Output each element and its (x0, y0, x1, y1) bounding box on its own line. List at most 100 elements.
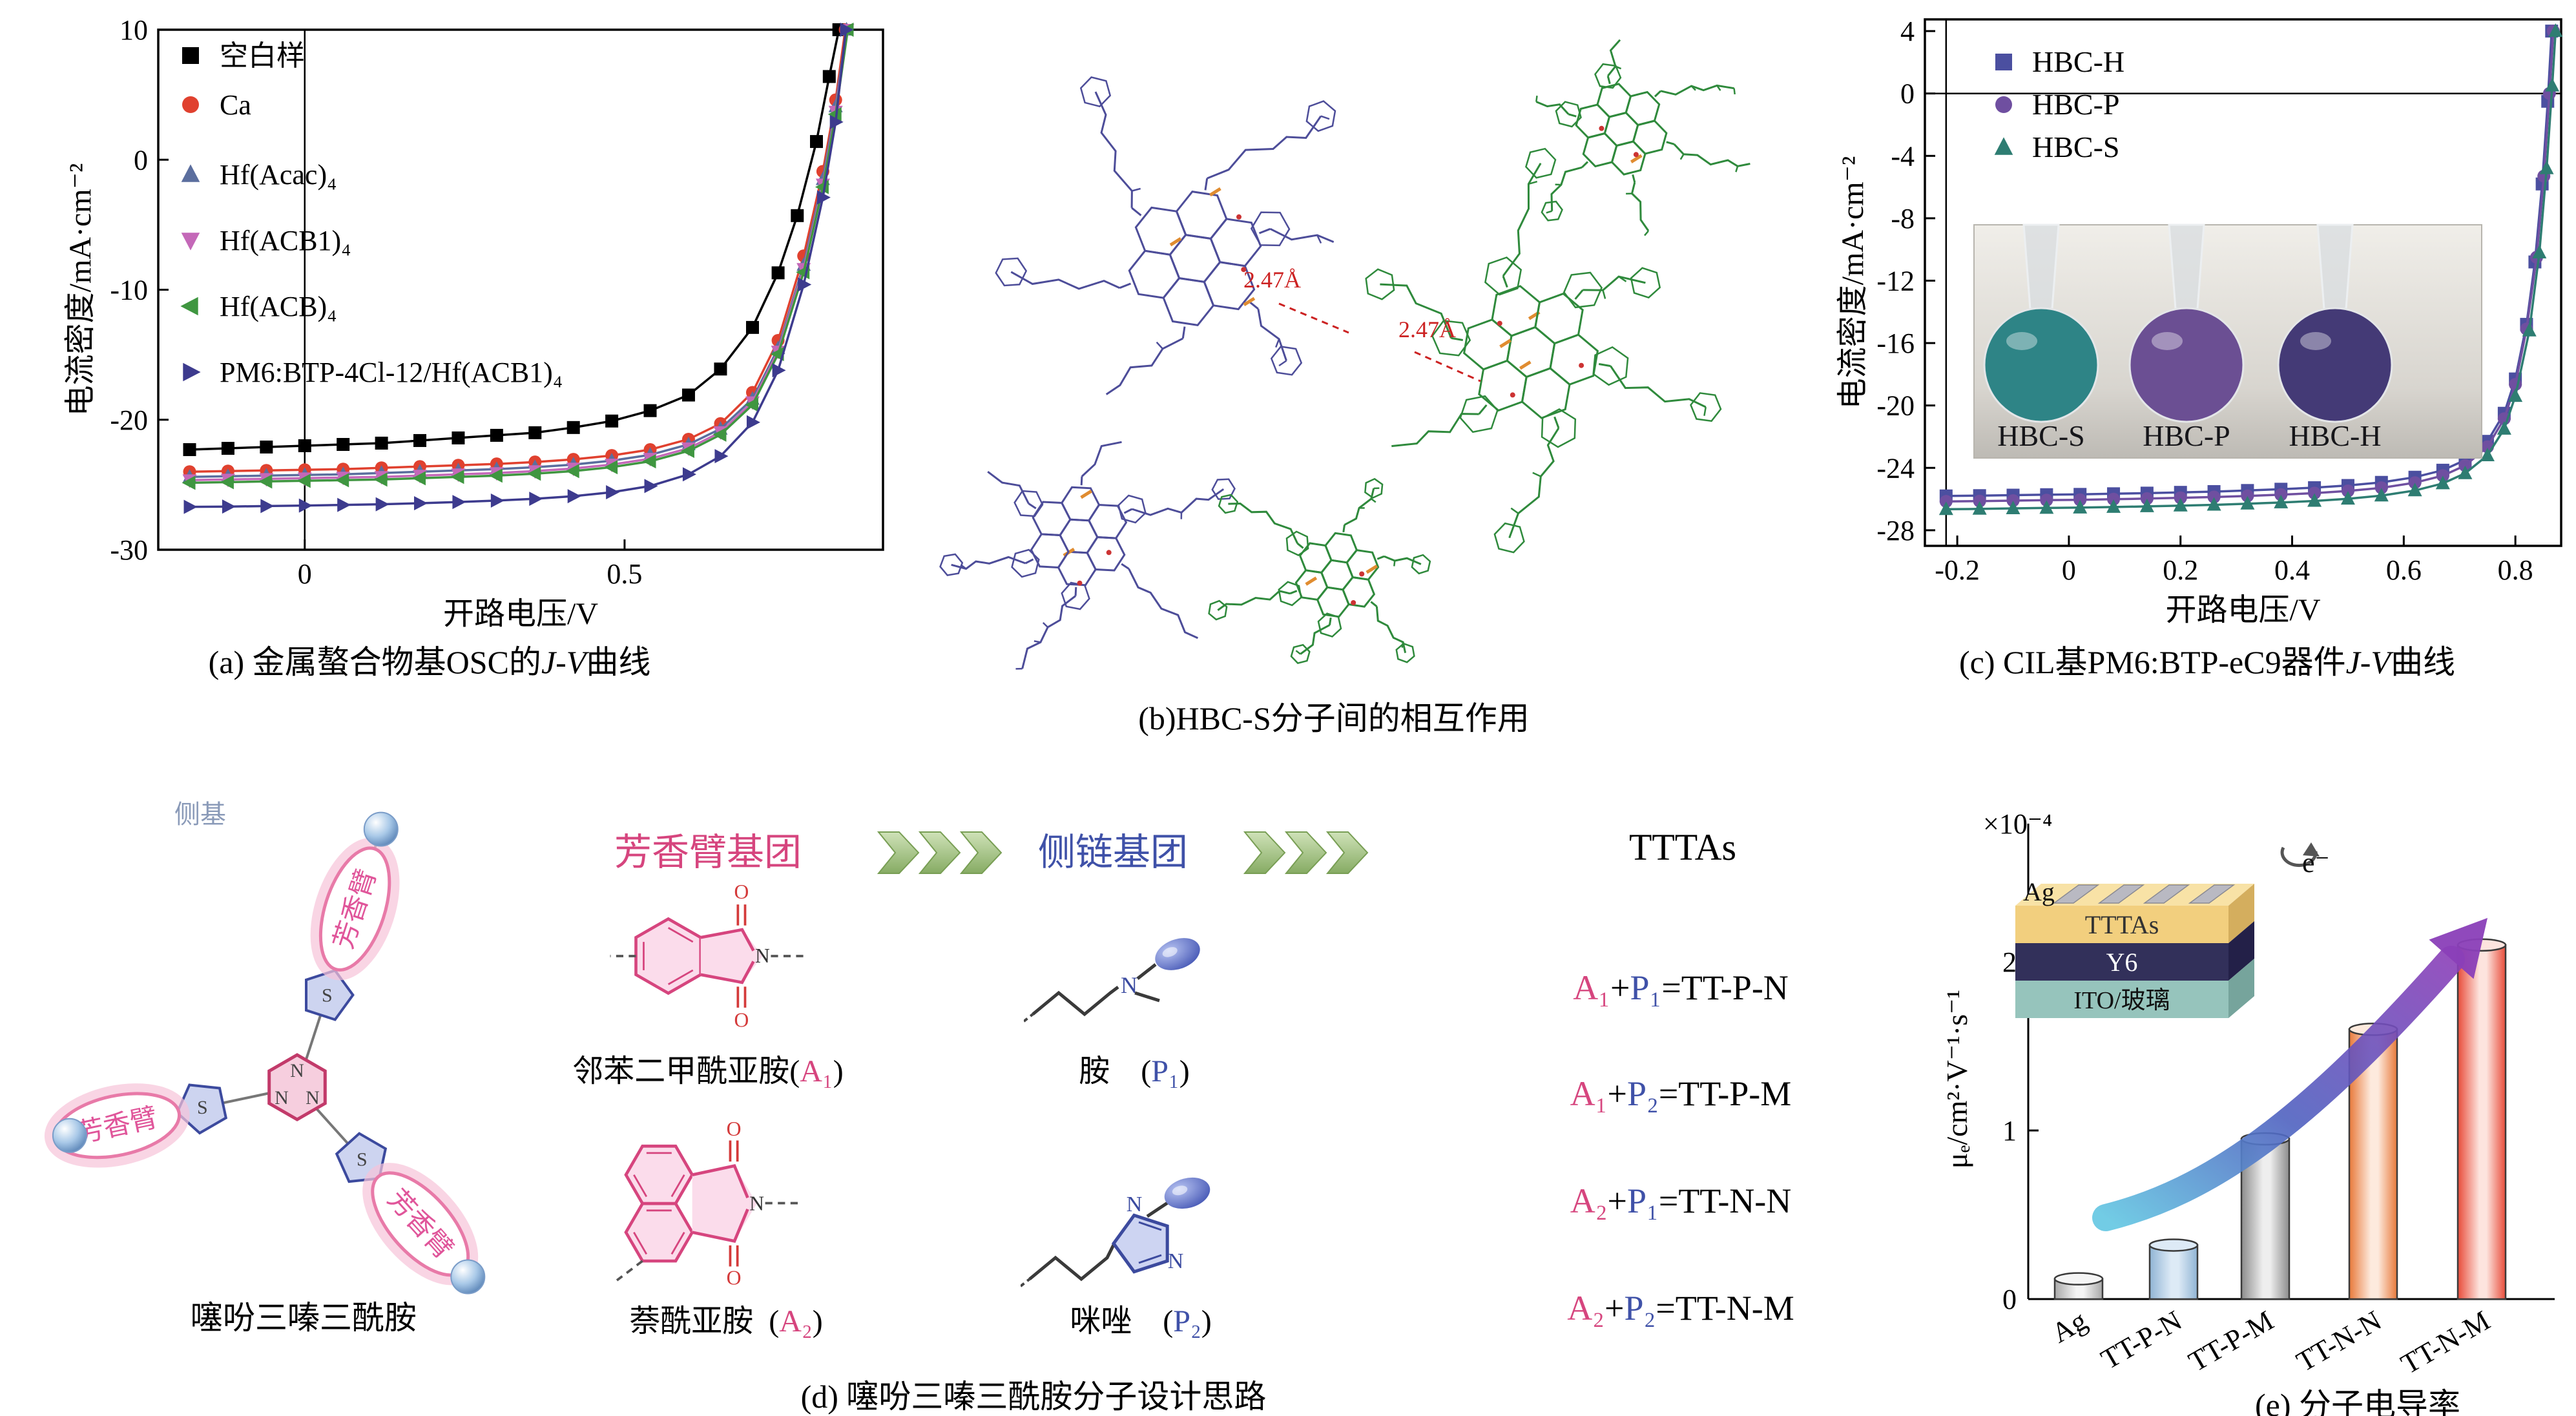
amine-structure: N (1024, 938, 1200, 1023)
label-a2-sym: A₂ (779, 1304, 813, 1338)
formula-4-a: A₂ (1567, 1289, 1605, 1328)
svg-text:N: N (1127, 1192, 1143, 1216)
svg-text:O: O (734, 880, 749, 903)
svg-text:1: 1 (2002, 1115, 2017, 1147)
svg-text:S: S (197, 1097, 208, 1118)
svg-text:-28: -28 (1876, 515, 1915, 547)
svg-text:侧基: 侧基 (174, 800, 226, 829)
chart-c-jv-curves: -0.2 0 0.2 0.4 0.6 0.8 4 0 -4 -8 -12 -16 -20 -24 -28 开路… (1836, 16, 2563, 627)
formula-3-rest: =TT-N-N (1658, 1182, 1792, 1220)
formula-1-p: P₁ (1630, 968, 1662, 1007)
svg-text:电流密度/mA·cm⁻²: 电流密度/mA·cm⁻² (1836, 156, 1870, 410)
svg-text:0: 0 (2062, 554, 2076, 586)
naphthalimide-structure: O O N (616, 1118, 802, 1289)
label-p1-sym: P₁ (1151, 1054, 1179, 1088)
column-title-side-chain: 侧链基团 (1037, 831, 1188, 873)
svg-text:N: N (290, 1060, 304, 1081)
svg-text:TT-N-N: TT-N-N (2291, 1304, 2387, 1378)
formula-4-plus: + (1605, 1289, 1625, 1328)
svg-text:HBC-S: HBC-S (2032, 130, 2119, 163)
svg-text:HBC-H: HBC-H (2289, 419, 2381, 452)
svg-text:TTTAs: TTTAs (2085, 910, 2159, 939)
label-naphthalimide: 萘酰亚胺 (A₂) (584, 1295, 868, 1340)
svg-text:10: 10 (119, 14, 148, 46)
formula-1-plus: + (1610, 968, 1630, 1007)
svg-text:-24: -24 (1876, 452, 1915, 484)
label-p2-sym: P₂ (1173, 1304, 1201, 1338)
label-a1-post: ) (833, 1054, 844, 1088)
svg-text:Y6: Y6 (2106, 948, 2138, 977)
caption-panel-d: (d) 噻吩三嗪三酰胺分子设计思路 (800, 1379, 1267, 1415)
triple-chevron-arrow-icon (1243, 831, 1369, 874)
svg-text:N: N (275, 1087, 289, 1109)
svg-text:S: S (357, 1149, 368, 1171)
caption-panel-b: (b)HBC-S分子间的相互作用 (1138, 700, 1530, 736)
label-amine: 胺 (P₁) (992, 1045, 1276, 1090)
label-phthalimide: 邻苯二甲酰亚胺(A₁) (566, 1045, 850, 1090)
svg-text:空白样: 空白样 (220, 40, 305, 72)
svg-text:ITO/玻璃: ITO/玻璃 (2073, 987, 2170, 1014)
label-molecule-name: 噻吩三嗪三酰胺 (191, 1300, 417, 1336)
svg-text:0.8: 0.8 (2498, 554, 2533, 586)
svg-text:-30: -30 (110, 534, 148, 566)
svg-text:0.2: 0.2 (2163, 554, 2198, 586)
svg-text:电流密度/mA·cm⁻²: 电流密度/mA·cm⁻² (63, 163, 98, 417)
svg-text:-0.2: -0.2 (1935, 554, 1980, 586)
svg-text:N: N (1168, 1249, 1184, 1273)
formula-1-a: A₁ (1573, 968, 1611, 1007)
svg-text:Hf(ACB1)₄: Hf(ACB1)₄ (220, 225, 351, 256)
svg-text:PM6:BTP-4Cl-12/Hf(ACB1)₄: PM6:BTP-4Cl-12/Hf(ACB1)₄ (220, 357, 563, 388)
svg-text:×10⁻⁴: ×10⁻⁴ (1983, 808, 2052, 840)
label-a2-pre: 萘酰亚胺 ( (629, 1304, 780, 1338)
formula-tt-n-m: A₂+P₂=TT-N-M (1448, 1288, 1913, 1328)
svg-text:N: N (749, 1192, 764, 1215)
caption-c-jv: J-V (2345, 644, 2391, 680)
svg-text:0.4: 0.4 (2274, 554, 2310, 586)
caption-panel-c: (c) CIL基PM6:BTP-eC9器件J-V曲线 (1884, 636, 2530, 683)
svg-text:TT-N-M: TT-N-M (2396, 1304, 2495, 1380)
molecular-interaction-art: 2.47Å 2.47Å (939, 39, 1750, 670)
svg-text:HBC-P: HBC-P (2032, 88, 2119, 121)
svg-text:0: 0 (298, 558, 312, 590)
svg-text:0.6: 0.6 (2386, 554, 2422, 586)
svg-text:Ca: Ca (220, 89, 251, 121)
formula-4-rest: =TT-N-M (1656, 1289, 1794, 1328)
formula-tt-p-n: A₁+P₁=TT-P-N (1448, 968, 1913, 1008)
formula-3-a: A₂ (1570, 1182, 1608, 1220)
chart-a-jv-curves: 0 0.5 10 0 -10 -20 -30 开路电压/V 电流密度/mA·cm⁻² 空白样 Ca H… (63, 14, 884, 630)
formula-tt-p-m: A₁+P₂=TT-P-M (1448, 1074, 1913, 1114)
svg-text:-12: -12 (1876, 265, 1915, 297)
label-p1-pre: 胺 ( (1079, 1054, 1152, 1088)
formula-2-rest: =TT-P-M (1658, 1074, 1792, 1113)
label-p2-post: ) (1201, 1304, 1212, 1338)
label-a1-pre: 邻苯二甲酰亚胺( (572, 1054, 800, 1088)
formula-2-p: P₂ (1626, 1074, 1659, 1113)
svg-text:-8: -8 (1891, 203, 1915, 234)
svg-text:Hf(ACB)₄: Hf(ACB)₄ (220, 291, 337, 322)
panel-c: -0.2 0 0.2 0.4 0.6 0.8 4 0 -4 -8 -12 -16 -20 -24 -28 开路… (1834, 0, 2576, 727)
svg-text:Hf(Acac)₄: Hf(Acac)₄ (220, 159, 337, 191)
svg-text:2.47Å: 2.47Å (1398, 317, 1456, 342)
triple-chevron-arrow-icon (877, 831, 1002, 874)
svg-text:0: 0 (134, 144, 148, 176)
formula-4-p: P₂ (1624, 1289, 1656, 1328)
svg-text:0: 0 (2002, 1284, 2017, 1315)
phthalimide-structure: O O N (610, 880, 805, 1032)
column-title-tttas: TTTAs (1628, 826, 1737, 868)
caption-c-suffix: 曲线 (2390, 644, 2455, 680)
label-p1-post: ) (1179, 1054, 1190, 1088)
svg-text:HBC-H: HBC-H (2032, 45, 2124, 78)
column-title-aromatic-arm: 芳香臂基团 (614, 831, 802, 873)
svg-text:2.47Å: 2.47Å (1243, 267, 1301, 293)
svg-text:0: 0 (1900, 78, 1915, 110)
svg-text:0.5: 0.5 (607, 558, 642, 590)
caption-panel-a: (a) 金属螯合物基OSC的J-V曲线 (107, 636, 753, 683)
svg-text:TT-P-N: TT-P-N (2095, 1304, 2187, 1375)
caption-panel-e: (e) 分子电导率 (2255, 1387, 2460, 1416)
svg-text:-20: -20 (110, 404, 148, 436)
formula-3-plus: + (1607, 1182, 1627, 1220)
caption-a-suffix: 曲线 (586, 644, 651, 680)
